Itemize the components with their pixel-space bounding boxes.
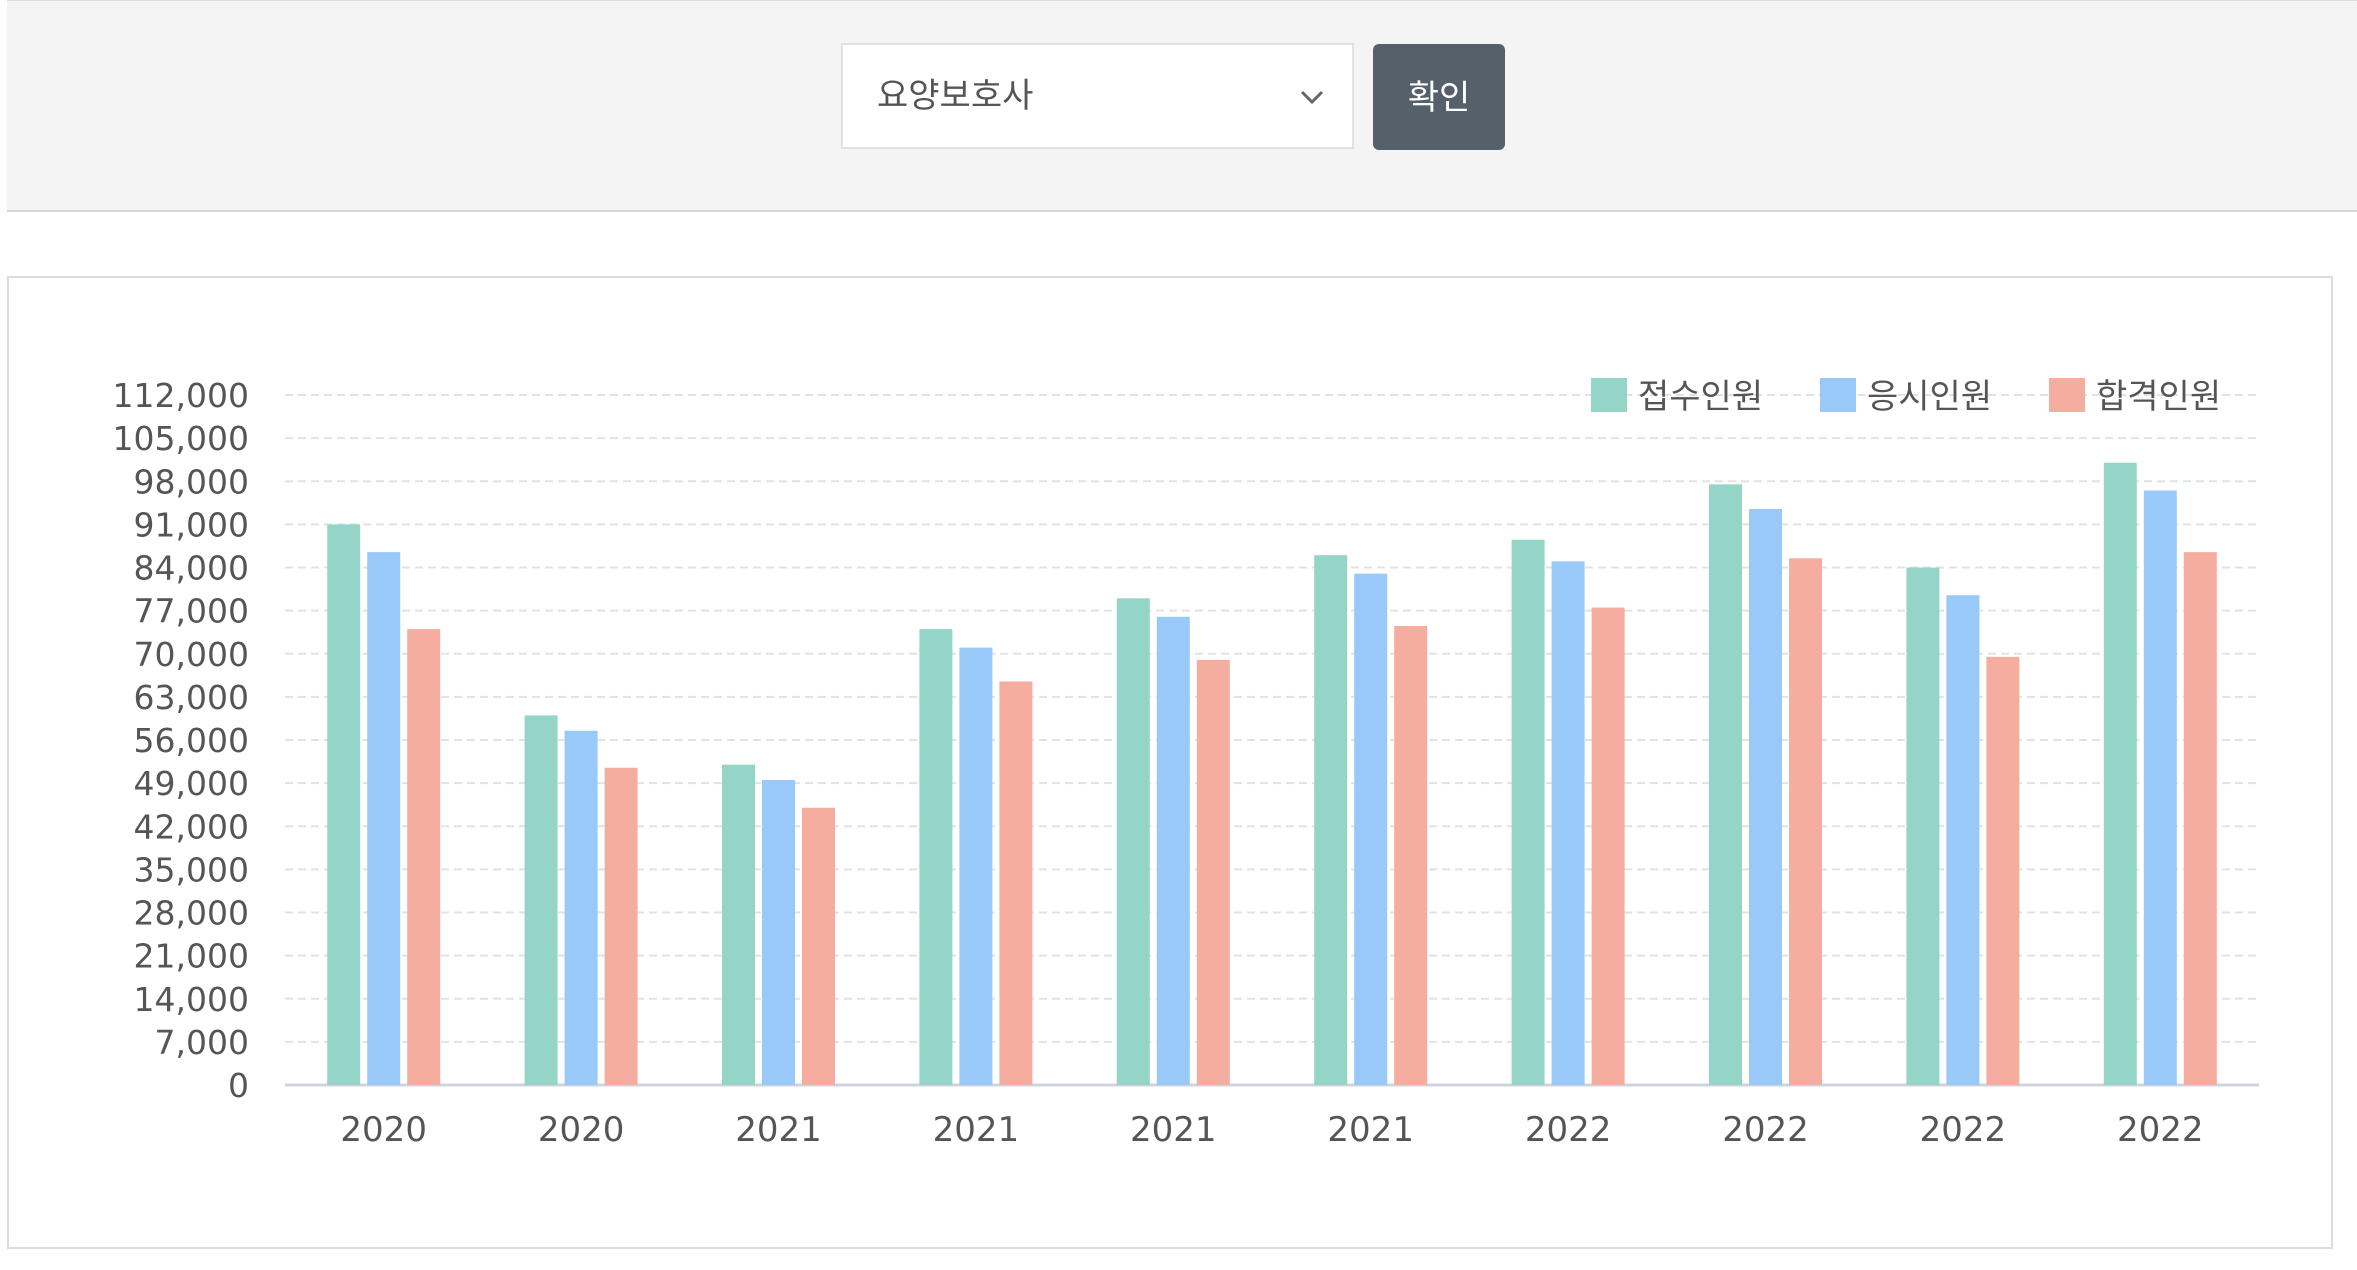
bar-series-1 xyxy=(327,524,361,1085)
confirm-button[interactable]: 확인 xyxy=(1373,44,1505,150)
filter-bar: 요양보호사 확인 xyxy=(7,0,2357,212)
bar-series-3 xyxy=(407,629,441,1085)
legend-swatch-3 xyxy=(2049,378,2085,412)
bar-series-3 xyxy=(1986,656,2020,1085)
legend-label: 합격인원 xyxy=(2096,377,2221,417)
bar-series-1 xyxy=(1116,598,1150,1085)
y-tick-label: 70,000 xyxy=(134,635,249,674)
x-tick-label: 2020 xyxy=(538,1110,625,1150)
bar-series-1 xyxy=(1314,555,1348,1085)
bar-series-2 xyxy=(1749,508,1782,1085)
x-tick-label: 2020 xyxy=(340,1110,427,1150)
bar-series-2 xyxy=(2143,490,2177,1085)
x-tick-label: 2022 xyxy=(1722,1110,1809,1150)
bar-series-3 xyxy=(802,807,835,1085)
bar-series-1 xyxy=(1709,484,1742,1086)
y-tick-label: 14,000 xyxy=(134,980,249,1019)
bar-series-1 xyxy=(524,715,558,1085)
x-tick-label: 2021 xyxy=(735,1110,822,1150)
bar-series-1 xyxy=(2103,462,2137,1086)
bar-series-1 xyxy=(919,629,953,1085)
legend-swatch-2 xyxy=(1820,378,1856,412)
bar-series-2 xyxy=(367,552,401,1085)
y-tick-label: 21,000 xyxy=(134,937,249,976)
legend-swatch-1 xyxy=(1591,378,1627,412)
bar-series-1 xyxy=(1906,567,1940,1085)
y-tick-label: 84,000 xyxy=(134,549,249,588)
bar-series-2 xyxy=(1354,573,1388,1085)
y-tick-label: 42,000 xyxy=(134,807,249,846)
bar-series-3 xyxy=(1196,659,1230,1085)
bar-series-2 xyxy=(564,730,598,1085)
legend-label: 응시인원 xyxy=(1867,377,1992,417)
y-tick-label: 63,000 xyxy=(134,678,249,717)
exam-type-select[interactable]: 요양보호사 xyxy=(841,43,1354,149)
y-tick-label: 56,000 xyxy=(134,721,249,760)
bar-series-1 xyxy=(722,764,755,1085)
x-tick-label: 2021 xyxy=(933,1110,1020,1150)
y-tick-label: 77,000 xyxy=(134,592,249,631)
chevron-down-icon xyxy=(1300,90,1324,105)
y-tick-label: 105,000 xyxy=(113,419,249,458)
bar-series-2 xyxy=(959,647,993,1085)
bar-series-3 xyxy=(604,767,638,1085)
y-tick-label: 112,000 xyxy=(113,376,249,415)
bar-series-3 xyxy=(2183,552,2217,1085)
y-tick-label: 98,000 xyxy=(134,462,249,501)
bar-series-3 xyxy=(1591,607,1625,1085)
bar-chart: 0 7,000 14,000 21,000 28,000 35,000 42,000 49,0… xyxy=(113,376,2259,1150)
x-tick-label: 2022 xyxy=(2117,1110,2204,1150)
y-tick-label: 35,000 xyxy=(134,850,249,889)
bar-series-2 xyxy=(1946,595,1980,1085)
legend-label: 접수인원 xyxy=(1638,377,1763,417)
x-tick-label: 2021 xyxy=(1130,1110,1217,1150)
y-tick-label: 28,000 xyxy=(134,894,249,933)
x-tick-label: 2021 xyxy=(1327,1110,1414,1150)
bar-series-2 xyxy=(1156,616,1190,1085)
bar-series-2 xyxy=(1551,561,1585,1085)
chart-panel: 0 7,000 14,000 21,000 28,000 35,000 42,000 49,0… xyxy=(7,276,2333,1249)
y-tick-label: 91,000 xyxy=(134,505,249,544)
bar-series-3 xyxy=(999,681,1033,1085)
y-tick-label: 49,000 xyxy=(134,764,249,803)
bar-series-3 xyxy=(1394,626,1428,1085)
bar-series-3 xyxy=(1789,558,1822,1085)
bar-series-2 xyxy=(762,780,795,1085)
x-tick-label: 2022 xyxy=(1525,1110,1612,1150)
x-tick-label: 2022 xyxy=(1920,1110,2007,1150)
y-tick-label: 0 xyxy=(228,1066,249,1105)
bar-series-1 xyxy=(1511,539,1545,1085)
exam-type-select-value: 요양보호사 xyxy=(877,76,1034,116)
y-tick-label: 7,000 xyxy=(155,1023,249,1062)
